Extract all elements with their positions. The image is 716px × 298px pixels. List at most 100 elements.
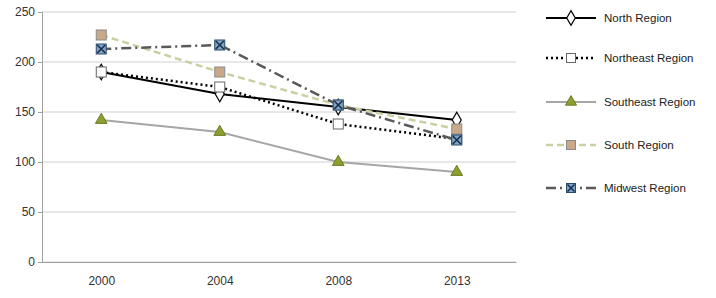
- y-tick: 0: [28, 255, 42, 269]
- marker: [451, 165, 463, 175]
- marker-shape: [452, 135, 462, 145]
- x-tick: 2004: [207, 262, 234, 288]
- x-axis-line: [43, 262, 517, 263]
- y-tick: 200: [15, 55, 42, 69]
- marker-shape: [96, 44, 106, 54]
- y-tick-label: 250: [15, 5, 35, 19]
- legend-label: South Region: [604, 139, 674, 151]
- marker-shape: [333, 100, 343, 110]
- marker-shape: [95, 113, 107, 123]
- marker: [452, 124, 462, 134]
- legend-item: Southeast Region: [546, 96, 695, 108]
- legend-marker: [565, 96, 576, 106]
- marker: [452, 135, 462, 145]
- grid-line: [42, 112, 516, 113]
- legend-label: Southeast Region: [604, 96, 695, 108]
- y-tick-label: 200: [15, 55, 35, 69]
- marker: [334, 99, 343, 115]
- marker: [215, 67, 225, 77]
- marker-shape: [567, 11, 576, 26]
- marker: [95, 113, 107, 123]
- marker: [96, 44, 106, 54]
- y-tick: 150: [15, 105, 42, 119]
- grid-line: [42, 12, 516, 13]
- marker-shape: [215, 67, 225, 77]
- marker: [333, 119, 343, 129]
- marker-shape: [96, 67, 106, 77]
- legend-label: North Region: [604, 12, 672, 24]
- x-tick-label: 2000: [88, 274, 115, 288]
- marker: [452, 134, 462, 144]
- grid-line: [42, 62, 516, 63]
- y-axis-line: [38, 13, 43, 263]
- series-line: [101, 72, 457, 139]
- y-tick-mark: [38, 12, 42, 13]
- marker-shape: [333, 119, 343, 129]
- marker: [333, 100, 343, 110]
- marker-shape: [565, 96, 576, 106]
- marker-shape: [97, 64, 106, 80]
- marker: [96, 67, 106, 77]
- legend-label: Midwest Region: [604, 182, 686, 194]
- marker-shape: [333, 100, 343, 110]
- y-tick: 100: [15, 155, 42, 169]
- marker-cross: [334, 101, 342, 109]
- y-tick-mark: [38, 62, 42, 63]
- marker-cross: [97, 45, 105, 53]
- series-line: [101, 45, 457, 140]
- grid-line: [42, 212, 516, 213]
- x-tick: 2008: [325, 262, 352, 288]
- marker-cross: [453, 136, 461, 144]
- y-tick-label: 150: [15, 105, 35, 119]
- series-line: [101, 35, 457, 129]
- marker: [215, 82, 225, 92]
- y-tick-mark: [38, 212, 42, 213]
- series-line: [101, 120, 457, 172]
- legend-item: South Region: [546, 139, 674, 151]
- y-tick: 50: [22, 205, 42, 219]
- y-tick-label: 100: [15, 155, 35, 169]
- marker-shape: [214, 125, 226, 135]
- marker: [333, 100, 343, 110]
- marker: [214, 125, 226, 135]
- marker-cross: [568, 185, 575, 192]
- marker-shape: [215, 82, 225, 92]
- series-line: [101, 72, 457, 120]
- marker: [96, 30, 106, 40]
- x-tick: 2013: [444, 262, 471, 288]
- marker: [215, 40, 225, 50]
- grid-line: [42, 162, 516, 163]
- legend-item: Northeast Region: [546, 52, 694, 64]
- legend-marker: [567, 184, 576, 193]
- marker-cross: [216, 41, 224, 49]
- marker-shape: [215, 40, 225, 50]
- plot-area: [95, 30, 462, 175]
- y-tick-label: 0: [28, 255, 35, 269]
- marker-shape: [452, 134, 462, 144]
- legend: North Region Northeast Region Southeast Re…: [546, 11, 695, 194]
- grid: [42, 12, 516, 262]
- x-tick: 2000: [88, 262, 115, 288]
- y-tick-mark: [38, 112, 42, 113]
- legend-marker: [567, 54, 576, 63]
- legend-marker: [567, 141, 576, 150]
- marker-shape: [567, 141, 576, 150]
- y-axis: 0 50 100 150 200 250: [15, 5, 43, 269]
- marker-shape: [96, 30, 106, 40]
- y-tick-mark: [38, 262, 42, 263]
- marker: [97, 64, 106, 80]
- marker: [332, 155, 344, 165]
- marker-shape: [567, 54, 576, 63]
- x-tick-label: 2004: [207, 274, 234, 288]
- y-tick-mark: [38, 162, 42, 163]
- legend-marker: [567, 11, 576, 26]
- legend-item: Midwest Region: [546, 182, 686, 194]
- marker-shape: [452, 124, 462, 134]
- marker-shape: [451, 165, 463, 175]
- legend-label: Northeast Region: [604, 52, 694, 64]
- grid-line: [42, 262, 516, 263]
- marker-shape: [332, 155, 344, 165]
- y-tick-label: 50: [22, 205, 36, 219]
- x-axis: 2000 2004 2008 2013: [43, 262, 517, 288]
- marker-shape: [567, 184, 576, 193]
